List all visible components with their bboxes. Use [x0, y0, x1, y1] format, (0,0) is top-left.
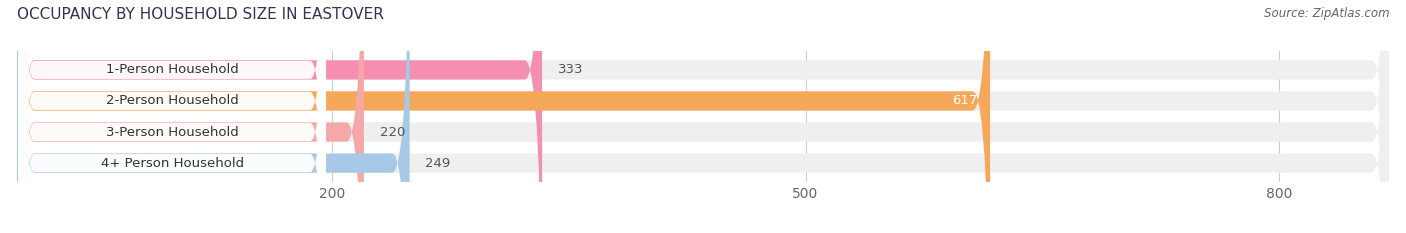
- FancyBboxPatch shape: [17, 0, 364, 233]
- FancyBboxPatch shape: [17, 0, 409, 233]
- FancyBboxPatch shape: [18, 0, 326, 233]
- FancyBboxPatch shape: [17, 0, 990, 233]
- Text: OCCUPANCY BY HOUSEHOLD SIZE IN EASTOVER: OCCUPANCY BY HOUSEHOLD SIZE IN EASTOVER: [17, 7, 384, 22]
- Text: 4+ Person Household: 4+ Person Household: [101, 157, 243, 170]
- Text: Source: ZipAtlas.com: Source: ZipAtlas.com: [1264, 7, 1389, 20]
- Text: 2-Person Household: 2-Person Household: [105, 94, 239, 107]
- FancyBboxPatch shape: [17, 0, 1389, 233]
- Text: 249: 249: [426, 157, 451, 170]
- FancyBboxPatch shape: [18, 0, 326, 233]
- FancyBboxPatch shape: [18, 0, 326, 233]
- Text: 333: 333: [558, 63, 583, 76]
- FancyBboxPatch shape: [17, 0, 543, 233]
- FancyBboxPatch shape: [17, 0, 1389, 233]
- Text: 220: 220: [380, 126, 405, 139]
- FancyBboxPatch shape: [17, 0, 1389, 233]
- FancyBboxPatch shape: [18, 0, 326, 233]
- Text: 3-Person Household: 3-Person Household: [105, 126, 239, 139]
- Text: 617: 617: [952, 94, 977, 107]
- FancyBboxPatch shape: [17, 0, 1389, 233]
- Text: 1-Person Household: 1-Person Household: [105, 63, 239, 76]
